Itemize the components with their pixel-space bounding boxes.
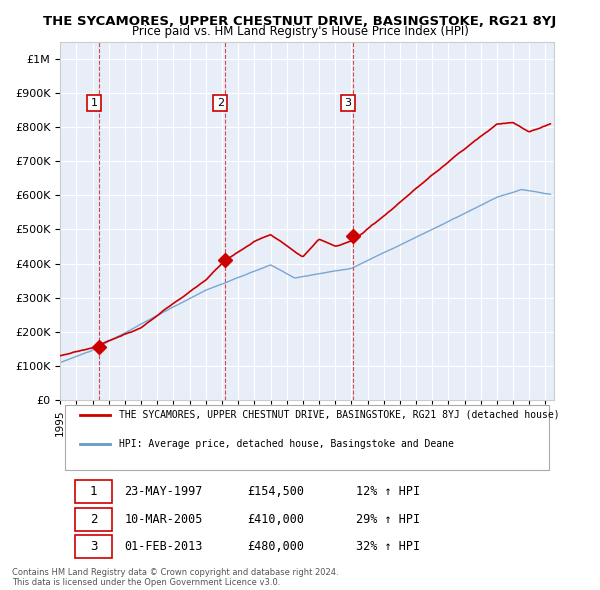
Text: THE SYCAMORES, UPPER CHESTNUT DRIVE, BASINGSTOKE, RG21 8YJ: THE SYCAMORES, UPPER CHESTNUT DRIVE, BAS… (43, 15, 557, 28)
Text: 32% ↑ HPI: 32% ↑ HPI (356, 540, 421, 553)
Text: Price paid vs. HM Land Registry's House Price Index (HPI): Price paid vs. HM Land Registry's House … (131, 25, 469, 38)
Text: 1: 1 (91, 98, 98, 108)
Text: 12% ↑ HPI: 12% ↑ HPI (356, 485, 421, 498)
Text: £154,500: £154,500 (248, 485, 305, 498)
Text: 3: 3 (344, 98, 352, 108)
FancyBboxPatch shape (75, 536, 112, 558)
Text: HPI: Average price, detached house, Basingstoke and Deane: HPI: Average price, detached house, Basi… (119, 439, 454, 449)
FancyBboxPatch shape (75, 480, 112, 503)
Text: 01-FEB-2013: 01-FEB-2013 (124, 540, 203, 553)
Text: THE SYCAMORES, UPPER CHESTNUT DRIVE, BASINGSTOKE, RG21 8YJ (detached house): THE SYCAMORES, UPPER CHESTNUT DRIVE, BAS… (119, 410, 560, 420)
Text: £410,000: £410,000 (248, 513, 305, 526)
Text: 3: 3 (90, 540, 97, 553)
Text: 29% ↑ HPI: 29% ↑ HPI (356, 513, 421, 526)
Text: 23-MAY-1997: 23-MAY-1997 (124, 485, 203, 498)
Text: 2: 2 (90, 513, 97, 526)
Text: 2: 2 (217, 98, 224, 108)
FancyBboxPatch shape (75, 508, 112, 530)
Text: 1: 1 (90, 485, 97, 498)
Text: £480,000: £480,000 (248, 540, 305, 553)
FancyBboxPatch shape (65, 405, 548, 470)
Text: Contains HM Land Registry data © Crown copyright and database right 2024.
This d: Contains HM Land Registry data © Crown c… (12, 568, 338, 587)
Text: 10-MAR-2005: 10-MAR-2005 (124, 513, 203, 526)
